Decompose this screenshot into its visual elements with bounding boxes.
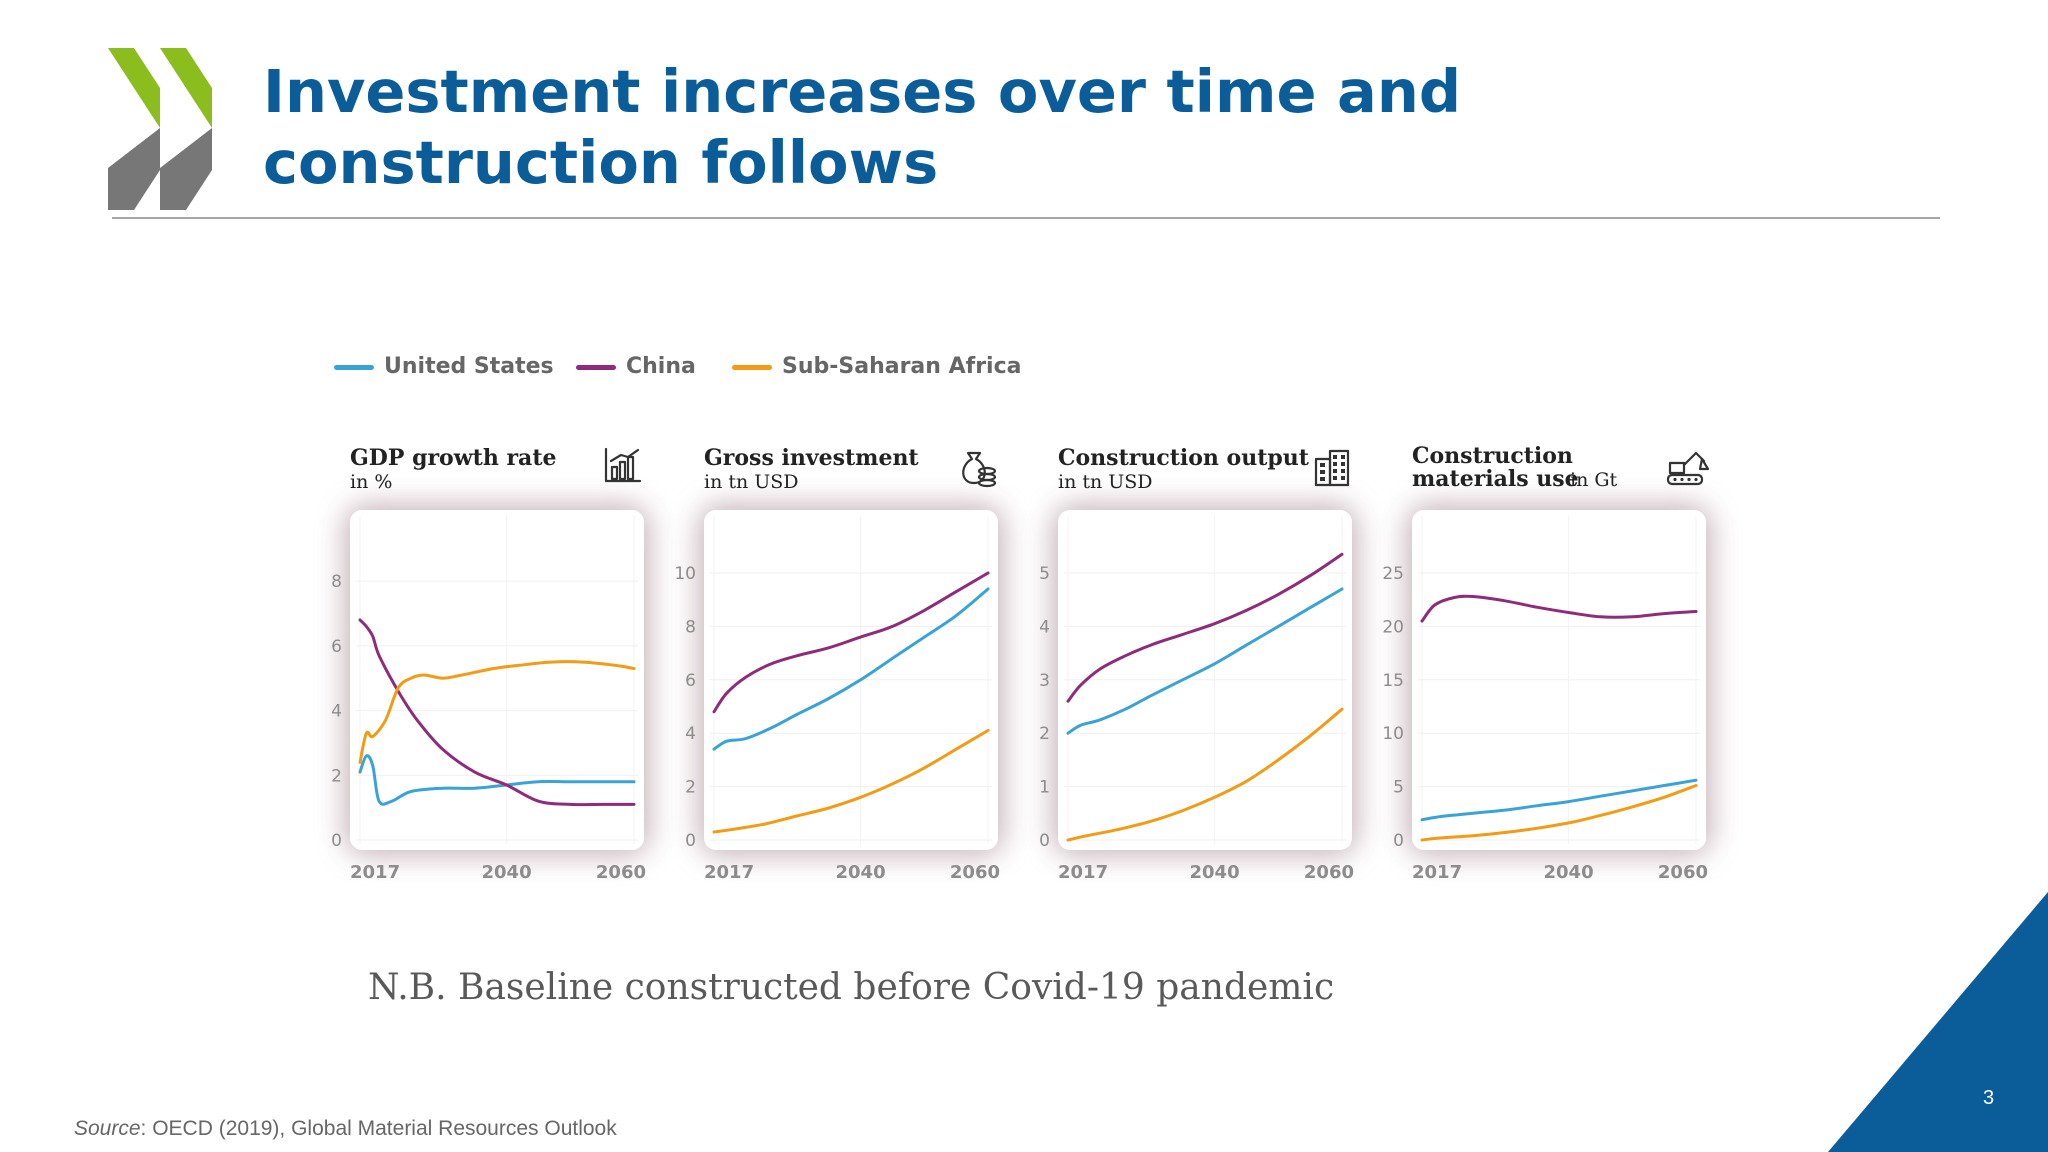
title-divider (112, 217, 1940, 219)
baseline-note: N.B. Baseline constructed before Covid-1… (368, 967, 1335, 1008)
x-tick-label: 2017 (1058, 862, 1108, 883)
panel-title: GDP growth rate (350, 445, 556, 471)
y-tick-label: 20 (1382, 617, 1404, 637)
x-tick-label: 2040 (1544, 862, 1594, 883)
oecd-logo (108, 48, 212, 210)
legend-label: United States (384, 354, 554, 379)
series-line-sub-saharan-africa (358, 660, 636, 764)
source-citation: Source: OECD (2019), Global Material Res… (74, 1117, 617, 1141)
y-tick-label: 1 (1039, 778, 1050, 798)
panel-subtitle: in Gt (1570, 469, 1618, 491)
x-tick-label: 2017 (704, 862, 754, 883)
series-line-china (1066, 552, 1344, 703)
page-number: 3 (1983, 1087, 1995, 1109)
x-tick-label: 2040 (836, 862, 886, 883)
y-tick-label: 15 (1382, 671, 1404, 691)
x-tick-label: 2060 (596, 862, 646, 883)
y-tick-label: 5 (1393, 778, 1404, 798)
panel-subtitle: in tn USD (704, 471, 799, 493)
y-tick-label: 10 (1382, 724, 1404, 744)
x-tick-label: 2060 (1658, 862, 1708, 883)
y-tick-label: 10 (674, 564, 696, 584)
source-text: : OECD (2019), Global Material Resources… (140, 1117, 617, 1140)
source-label: Source (74, 1117, 141, 1140)
x-tick-label: 2060 (1304, 862, 1354, 883)
panel-subtitle: in tn USD (1058, 471, 1153, 493)
series-line-sub-saharan-africa (1066, 707, 1344, 842)
y-tick-label: 5 (1039, 564, 1050, 584)
x-tick-label: 2040 (1190, 862, 1240, 883)
panel-title: Construction output (1058, 445, 1310, 471)
bar-chart-icon (604, 447, 642, 483)
y-tick-label: 8 (331, 572, 342, 592)
y-tick-label: 8 (685, 617, 696, 637)
slide-title: Investment increases over time and const… (263, 57, 1462, 197)
y-tick-label: 25 (1382, 564, 1404, 584)
y-tick-label: 6 (331, 637, 342, 657)
series-line-china (712, 571, 990, 714)
y-tick-label: 6 (685, 671, 696, 691)
y-tick-label: 0 (685, 831, 696, 851)
y-tick-label: 0 (331, 831, 342, 851)
y-tick-label: 2 (685, 778, 696, 798)
series-line-united-states (712, 587, 990, 751)
y-tick-label: 4 (331, 702, 342, 722)
plot-box (350, 510, 644, 850)
series-line-sub-saharan-africa (712, 729, 990, 834)
panel-subtitle: in % (350, 471, 392, 493)
panel-title: Gross investment (704, 445, 919, 471)
x-tick-label: 2017 (1412, 862, 1462, 883)
x-tick-label: 2060 (950, 862, 1000, 883)
series-line-sub-saharan-africa (1420, 784, 1698, 842)
excavator-icon (1666, 451, 1710, 486)
y-tick-label: 0 (1039, 831, 1050, 851)
building-icon (1314, 449, 1350, 487)
money-bag-icon (962, 451, 997, 488)
series-line-united-states (358, 754, 636, 806)
y-tick-label: 2 (1039, 724, 1050, 744)
series-line-united-states (1420, 778, 1698, 822)
legend-swatch (576, 365, 616, 370)
x-tick-label: 2017 (350, 862, 400, 883)
series-line-united-states (1066, 587, 1344, 735)
legend-swatch (732, 365, 772, 370)
panel-title: Construction (1412, 443, 1573, 469)
legend-swatch (334, 365, 374, 370)
legend-label: China (626, 354, 696, 379)
legend-label: Sub-Saharan Africa (782, 354, 1022, 379)
corner-triangle (1828, 892, 2048, 1152)
series-line-china (358, 618, 636, 807)
series-line-china (1420, 594, 1698, 623)
y-tick-label: 4 (1039, 617, 1050, 637)
y-tick-label: 2 (331, 766, 342, 786)
y-tick-label: 3 (1039, 671, 1050, 691)
x-tick-label: 2040 (482, 862, 532, 883)
y-tick-label: 4 (685, 724, 696, 744)
y-tick-label: 0 (1393, 831, 1404, 851)
panel-title-line2: materials use (1412, 466, 1579, 492)
